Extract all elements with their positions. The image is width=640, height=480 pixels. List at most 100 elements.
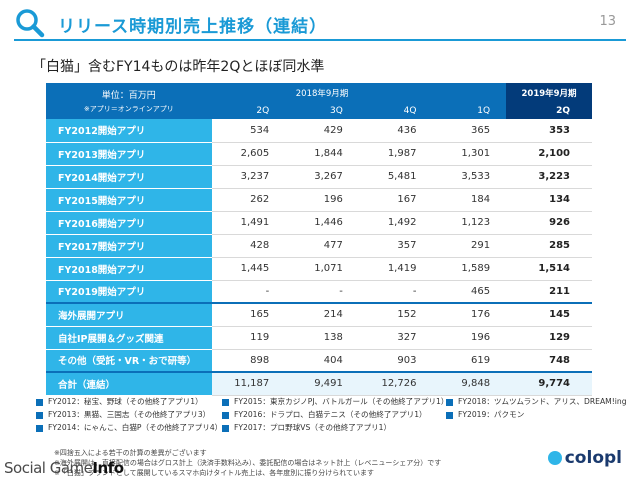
row-value: - [285,280,359,304]
row-value: 465 [432,280,507,304]
footnote: ※「白猫」ブランドとして展開しているスマホ向けタイトル売上は、各年度別に振り分け… [54,469,375,477]
row-value: 196 [285,188,359,212]
legend-text: FY2013：黒猫、三国志（その他終了アプリ3） [48,410,211,419]
row-value: 176 [432,302,507,327]
unit-label: 単位：百万円 [101,91,156,101]
row-label: FY2013開始アプリ [46,142,212,166]
row-value: 9,774 [506,371,592,396]
company-logo: colopl [547,448,622,468]
page-title: リリース時期別売上推移（連結） [58,17,328,37]
row-value: 898 [211,349,286,373]
row-value: 436 [358,119,433,143]
legend-bullet-icon [222,411,229,419]
row-label: FY2012開始アプリ [46,119,212,143]
legend-text: FY2012：秘宝、野球（その他終了アプリ1） [48,397,203,406]
row-value: 404 [285,349,359,373]
row-value: 428 [211,234,286,258]
row-value: 1,445 [211,257,286,281]
legend-item: FY2018：ツムツムランド、アリス、DREAM!ing [446,396,627,409]
quarter-header: 1Q [432,102,507,119]
unit-note: ※アプリ＝オンラインアプリ [83,105,174,113]
row-value: 357 [358,234,433,258]
row-value: 3,237 [211,165,286,189]
row-value: 534 [211,119,286,143]
row-value: 5,481 [358,165,433,189]
row-label: 自社IP展開＆グッズ関連 [46,326,212,350]
row-value: 748 [506,349,592,373]
table-row: FY2013開始アプリ 2,605 1,844 1,987 1,301 2,100 [46,142,592,166]
row-value: 211 [506,280,592,304]
row-value: 1,514 [506,257,592,281]
legend-text: FY2016：ドラプロ、白猫テニス（その他終了アプリ1） [234,410,427,419]
row-value: 1,446 [285,211,359,235]
table-row: FY2019開始アプリ - - -465 211 [46,280,592,304]
row-label: FY2017開始アプリ [46,234,212,258]
year-2018-header: 2018年9月期 [211,83,433,102]
row-value: 152 [358,302,433,327]
row-value: 11,187 [211,371,286,396]
legend-item: FY2014：にゃんこ、白猫P（その他終了アプリ4） [36,422,222,435]
row-value: 291 [432,234,507,258]
legend-column-1: FY2012：秘宝、野球（その他終了アプリ1） FY2013：黒猫、三国志（その他… [36,396,222,435]
row-value: 165 [211,302,286,327]
legend-bullet-icon [222,398,229,406]
row-value: 1,491 [211,211,286,235]
row-value: - [211,280,286,304]
row-value: 9,848 [432,371,507,396]
row-label: FY2018開始アプリ [46,257,212,281]
logo-icon [547,451,562,465]
row-label: 合計（連結） [46,371,212,396]
quarter-header: 4Q [358,102,433,119]
table-header-quarters: 2Q 3Q 4Q 1Q 2Q [46,102,592,119]
row-value: 262 [211,188,286,212]
row-value: 184 [432,188,507,212]
search-icon [16,9,45,38]
row-value: 9,491 [285,371,359,396]
legend-column-2: FY2015：東京カジノPJ、バトルガール（その他終了アプリ1） FY2016：ド… [222,396,448,435]
row-value: 119 [211,326,286,350]
row-value: 129 [506,326,592,350]
footnote: ※海外展開は、直接配信の場合はグロス計上（決済手数料込み）、委託配信の場合はネッ… [54,459,442,467]
row-value: 2,100 [506,142,592,166]
row-value: 167 [358,188,433,212]
row-value: 285 [506,234,592,258]
row-label: FY2016開始アプリ [46,211,212,235]
legend-text: FY2017：プロ野球VS（その他終了アプリ1） [234,423,392,432]
row-value: 3,223 [506,165,592,189]
footnotes: ※四捨五入による若干の計算の差異がございます ※海外展開は、直接配信の場合はグロ… [54,448,441,478]
row-value: 1,987 [358,142,433,166]
legend-bullet-icon [446,398,453,406]
row-value: 3,267 [285,165,359,189]
row-value: 1,301 [432,142,507,166]
row-value: 327 [358,326,433,350]
row-value: 1,844 [285,142,359,166]
row-value: 477 [285,234,359,258]
sales-table: 単位：百万円 ※アプリ＝オンラインアプリ 2018年9月期 2019年9月期 2… [46,83,592,396]
quarter-header: 3Q [285,102,359,119]
row-value: - [358,280,433,304]
table-row: 合計（連結） 11,187 9,491 12,726 9,848 9,774 [46,371,592,396]
table-header-years: 単位：百万円 ※アプリ＝オンラインアプリ 2018年9月期 2019年9月期 [46,83,592,119]
year-2019-header-label: 2019年9月期 [506,83,592,102]
row-label: FY2015開始アプリ [46,188,212,212]
table-row: FY2012開始アプリ 534 429 436 365 353 [46,119,592,143]
quarter-header: 2Q [211,102,286,119]
row-label: 海外展開アプリ [46,302,212,327]
legend-text: FY2019：パクモン [458,410,525,419]
watermark-bold: Info [92,459,124,477]
table-row: FY2014開始アプリ 3,237 3,267 5,481 3,533 3,223 [46,165,592,189]
row-value: 12,726 [358,371,433,396]
table-row: 自社IP展開＆グッズ関連 119 138 327 196 129 [46,326,592,350]
row-value: 138 [285,326,359,350]
row-label: その他（受託・VR・おで研等） [46,349,212,373]
row-value: 353 [506,119,592,143]
row-value: 903 [358,349,433,373]
table-row: その他（受託・VR・おで研等） 898 404 903 619 748 [46,349,592,373]
legend-text: FY2014：にゃんこ、白猫P（その他終了アプリ4） [48,423,223,432]
table-row: FY2016開始アプリ 1,491 1,446 1,492 1,123 926 [46,211,592,235]
row-value: 214 [285,302,359,327]
row-value: 619 [432,349,507,373]
footnote: ※四捨五入による若干の計算の差異がございます [54,449,207,457]
row-value: 429 [285,119,359,143]
watermark: Social GameInfo [4,459,124,477]
